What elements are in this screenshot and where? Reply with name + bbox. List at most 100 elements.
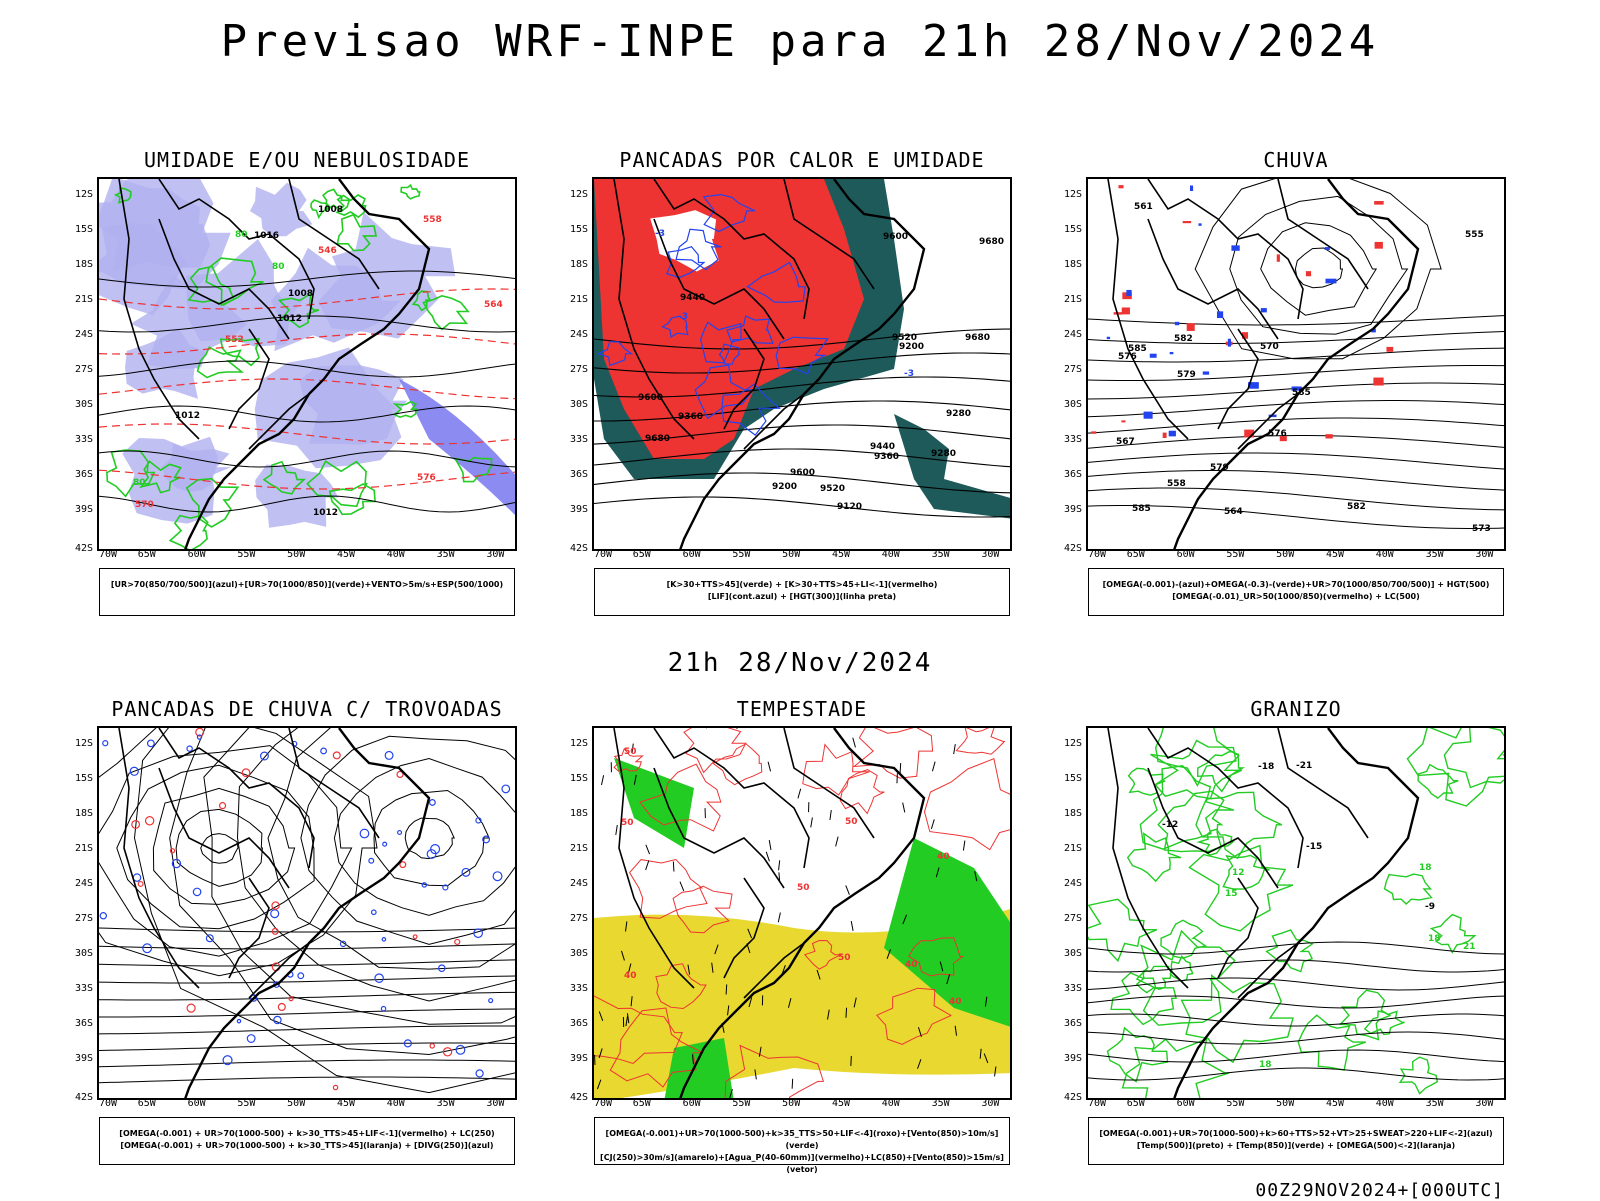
latitude-label: 24S xyxy=(75,878,93,889)
contour-label: 1016 xyxy=(254,231,279,241)
contour-label: 9360 xyxy=(678,412,703,422)
contour-label: 50 xyxy=(621,818,634,828)
legend-line: [CJ(250)>30m/s](amarelo)+[Agua_P(40-60mm… xyxy=(595,1152,1009,1176)
latitude-label: 27S xyxy=(1064,913,1082,924)
contour-label: 9680 xyxy=(645,434,670,444)
latitude-label: 15S xyxy=(570,773,588,784)
contour-label: 1008 xyxy=(318,205,343,215)
contour-label: 582 xyxy=(1174,334,1193,344)
longitude-label: 35W xyxy=(932,1098,950,1109)
contour-label: 576 xyxy=(417,473,436,483)
latitude-label: 18S xyxy=(75,259,93,270)
contour-label: 40 xyxy=(949,997,962,1007)
contour-label: -18 xyxy=(1258,762,1274,772)
latitude-label: 39S xyxy=(1064,504,1082,515)
latitude-label: 21S xyxy=(570,294,588,305)
panel-legend: [OMEGA(-0.001)+UR>70(1000-500)+k>60+TTS>… xyxy=(1088,1117,1504,1165)
panel-legend: [OMEGA(-0.001)-(azul)+OMEGA(-0.3)-(verde… xyxy=(1088,568,1504,616)
longitude-label: 50W xyxy=(1276,1098,1294,1109)
contour-label: 546 xyxy=(318,246,337,256)
longitude-label: 60W xyxy=(188,549,206,560)
latitude-label: 15S xyxy=(75,773,93,784)
longitude-label: 65W xyxy=(633,549,651,560)
contour-label: 9600 xyxy=(638,393,663,403)
latitude-label: 42S xyxy=(75,1092,93,1103)
longitude-label: 55W xyxy=(237,1098,255,1109)
contour-label: 9520 xyxy=(820,484,845,494)
latitude-label: 15S xyxy=(75,224,93,235)
latitude-label: 36S xyxy=(75,469,93,480)
longitude-label: 40W xyxy=(882,1098,900,1109)
contour-label: 21 xyxy=(1463,942,1476,952)
latitude-label: 21S xyxy=(75,294,93,305)
latitude-label: 15S xyxy=(570,224,588,235)
contour-label: 15 xyxy=(1225,889,1238,899)
longitude-label: 40W xyxy=(387,1098,405,1109)
panel-legend: [K>30+TTS>45](verde) + [K>30+TTS>45+LI<-… xyxy=(594,568,1010,616)
panel-title: CHUVA xyxy=(1086,148,1506,172)
latitude-label: 18S xyxy=(570,808,588,819)
latitude-label: 36S xyxy=(1064,1018,1082,1029)
contour-label: 9600 xyxy=(883,232,908,242)
latitude-label: 24S xyxy=(75,329,93,340)
contour-label: -9 xyxy=(1425,902,1435,912)
main-title: Previsao WRF-INPE para 21h 28/Nov/2024 xyxy=(0,16,1600,67)
contour-label: 573 xyxy=(1472,524,1491,534)
longitude-label: 50W xyxy=(782,1098,800,1109)
contour-label: 585 xyxy=(1292,388,1311,398)
contour-label: 561 xyxy=(1134,202,1153,212)
latitude-label: 42S xyxy=(75,543,93,554)
latitude-label: 33S xyxy=(75,983,93,994)
longitude-label: 70W xyxy=(1088,1098,1106,1109)
latitude-label: 15S xyxy=(1064,224,1082,235)
longitude-label: 30W xyxy=(486,549,504,560)
contour-label: 18 xyxy=(1428,934,1441,944)
longitude-label: 35W xyxy=(932,549,950,560)
contour-label: 18 xyxy=(1419,863,1432,873)
latitude-label: 12S xyxy=(1064,189,1082,200)
latitude-label: 39S xyxy=(570,504,588,515)
longitude-label: 45W xyxy=(337,549,355,560)
latitude-label: 30S xyxy=(75,948,93,959)
latitude-label: 18S xyxy=(75,808,93,819)
legend-line: [UR>70(850/700/500)](azul)+[UR>70(1000/8… xyxy=(100,579,514,591)
latitude-label: 33S xyxy=(1064,434,1082,445)
longitude-label: 65W xyxy=(1127,549,1145,560)
contour-label: 9280 xyxy=(946,409,971,419)
latitude-label: 33S xyxy=(570,434,588,445)
contour-label: 570 xyxy=(1260,342,1279,352)
contour-label: 552 xyxy=(225,335,244,345)
latitude-label: 42S xyxy=(1064,543,1082,554)
longitude-label: 30W xyxy=(1475,549,1493,560)
contour-label: 50 xyxy=(845,817,858,827)
latitude-label: 24S xyxy=(1064,329,1082,340)
panel-legend: [UR>70(850/700/500)](azul)+[UR>70(1000/8… xyxy=(99,568,515,616)
longitude-label: 40W xyxy=(1376,549,1394,560)
longitude-label: 35W xyxy=(437,549,455,560)
longitude-label: 45W xyxy=(1326,1098,1344,1109)
contour-label: 80 xyxy=(133,478,146,488)
panel-title: PANCADAS DE CHUVA C/ TROVOADAS xyxy=(97,697,517,721)
panel-legend: [OMEGA(-0.001) + UR>70(1000-500) + k>30_… xyxy=(99,1117,515,1165)
contour-label: 50 xyxy=(797,883,810,893)
contour-label: -3 xyxy=(904,369,914,379)
contour-label: -3 xyxy=(655,229,665,239)
forecast-map xyxy=(97,726,517,1100)
longitude-label: 65W xyxy=(633,1098,651,1109)
longitude-label: 45W xyxy=(832,1098,850,1109)
longitude-label: 45W xyxy=(337,1098,355,1109)
contour-label: 50 xyxy=(838,953,851,963)
longitude-label: 50W xyxy=(1276,549,1294,560)
latitude-label: 27S xyxy=(1064,364,1082,375)
latitude-label: 36S xyxy=(570,469,588,480)
contour-label: 9120 xyxy=(837,502,862,512)
contour-label: 564 xyxy=(484,300,503,310)
longitude-label: 30W xyxy=(486,1098,504,1109)
contour-label: 9200 xyxy=(772,482,797,492)
latitude-label: 36S xyxy=(1064,469,1082,480)
latitude-label: 30S xyxy=(1064,399,1082,410)
longitude-label: 60W xyxy=(683,549,701,560)
